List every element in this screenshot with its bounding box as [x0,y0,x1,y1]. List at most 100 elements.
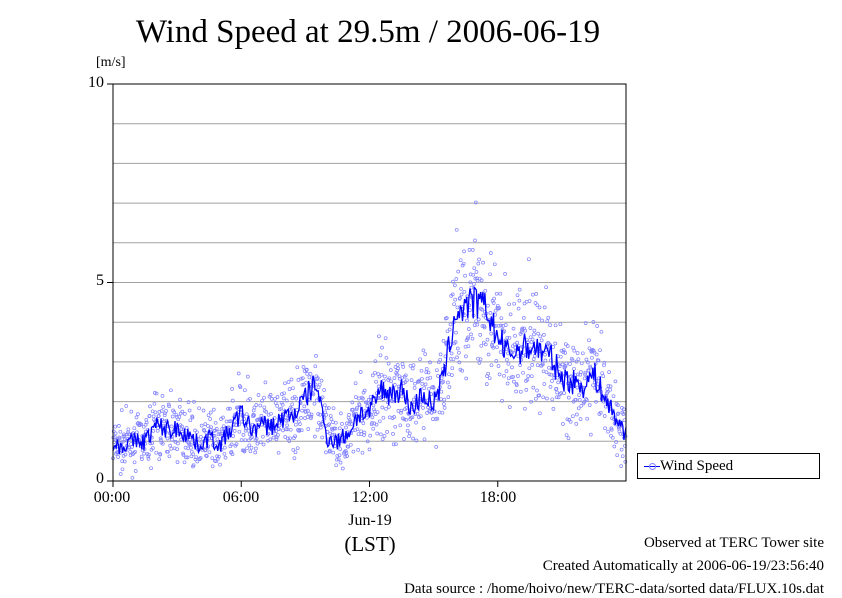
scatter-point [174,412,179,417]
scatter-point [611,394,616,399]
scatter-point [502,329,507,334]
scatter-point [465,318,469,323]
scatter-point [437,410,442,415]
scatter-point [476,317,481,322]
scatter-point [541,395,546,400]
scatter-point [367,447,372,452]
scatter-point [408,363,413,368]
scatter-point [418,357,422,362]
scatter-point [316,412,321,416]
scatter-point [331,450,336,455]
scatter-point [564,342,568,347]
scatter-point [281,428,285,433]
legend-marker-icon [649,463,656,470]
scatter-point [144,420,149,425]
scatter-point [313,434,317,439]
scatter-point [452,302,456,307]
scatter-point [475,322,480,327]
scatter-point [591,383,595,388]
scatter-point [477,276,482,281]
scatter-point [354,407,359,412]
scatter-point [133,469,138,473]
scatter-point [563,351,568,355]
scatter-point [192,399,196,404]
scatter-point [575,385,580,390]
scatter-point [454,330,458,335]
scatter-point [244,426,249,431]
scatter-point [315,427,320,432]
scatter-point [444,316,449,320]
scatter-point [187,442,192,447]
scatter-point [284,418,289,423]
scatter-point [210,456,215,461]
scatter-point [331,420,335,425]
scatter-point [470,336,475,341]
scatter-point [432,409,437,414]
scatter-point [400,362,405,366]
scatter-point [616,403,620,407]
scatter-point [506,361,511,366]
scatter-point [462,289,467,294]
scatter-point [258,403,263,408]
scatter-point [116,455,120,459]
scatter-point [245,446,249,451]
scatter-point [241,433,246,437]
scatter-point [591,349,596,353]
scatter-point [139,422,144,427]
scatter-point [447,385,452,389]
scatter-point [132,451,136,455]
scatter-point [566,436,571,441]
scatter-point [473,276,478,281]
scatter-point [199,439,204,444]
scatter-point [126,427,131,432]
scatter-point [464,354,468,359]
scatter-point [483,288,488,293]
scatter-point [575,351,580,355]
scatter-point [252,405,257,410]
scatter-point [226,406,230,411]
scatter-point [230,387,234,391]
scatter-point [485,337,490,342]
scatter-point [368,394,373,399]
scatter-point [355,427,360,432]
scatter-point [506,376,511,381]
scatter-point [113,424,118,429]
scatter-point [616,411,621,416]
scatter-point [166,402,171,407]
scatter-point [381,397,385,401]
scatter-point [619,447,624,452]
scatter-point [453,340,458,344]
scatter-point [547,372,552,377]
scatter-point [221,424,226,429]
scatter-point [511,374,515,379]
scatter-point [439,389,444,394]
scatter-point [157,457,162,462]
scatter-point [372,407,376,412]
scatter-point [132,460,137,465]
scatter-point [118,429,123,434]
scatter-point [466,344,471,349]
scatter-point [169,388,173,393]
scatter-point [268,437,273,442]
scatter-point [457,350,461,355]
scatter-point [608,384,613,389]
scatter-point [201,408,206,413]
scatter-point [364,400,369,405]
scatter-point [152,401,157,406]
scatter-point [151,446,155,450]
scatter-point [346,444,351,449]
scatter-point [533,301,538,305]
scatter-point [469,332,473,337]
scatter-point [297,428,302,432]
scatter-point [464,376,469,381]
scatter-point [513,333,517,338]
scatter-point [488,272,492,277]
scatter-point [521,353,526,358]
scatter-point [576,357,581,362]
scatter-point [539,338,544,343]
scatter-point [194,455,199,460]
scatter-point [220,427,225,431]
scatter-point [344,421,349,426]
scatter-point [230,452,235,457]
scatter-point [488,251,493,255]
